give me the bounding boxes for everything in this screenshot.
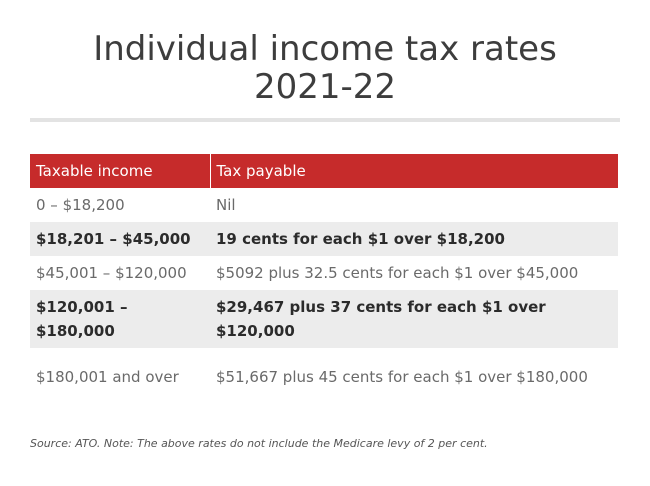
taxable-income-cell: $180,001 and over <box>30 348 210 406</box>
taxable-income-cell: 0 – $18,200 <box>30 188 210 222</box>
taxable-income-cell: $120,001 – $180,000 <box>30 290 210 348</box>
tax-payable-cell: 19 cents for each $1 over $18,200 <box>210 222 618 256</box>
column-header-taxable-income: Taxable income <box>30 154 211 188</box>
title-divider <box>30 118 620 122</box>
taxable-income-cell: $18,201 – $45,000 <box>30 222 210 256</box>
tax-rates-table: Taxable income Tax payable 0 – $18,200 N… <box>30 154 618 406</box>
title-line-2: 2021-22 <box>253 67 397 107</box>
tax-payable-cell: $29,467 plus 37 cents for each $1 over $… <box>210 290 618 348</box>
taxable-income-cell: $45,001 – $120,000 <box>30 256 210 290</box>
table-row: $120,001 – $180,000 $29,467 plus 37 cent… <box>30 290 618 348</box>
table-row: $18,201 – $45,000 19 cents for each $1 o… <box>30 222 618 256</box>
table-row: $180,001 and over $51,667 plus 45 cents … <box>30 348 618 406</box>
title-line-1: Individual income tax rates <box>93 29 557 69</box>
table-row: $45,001 – $120,000 $5092 plus 32.5 cents… <box>30 256 618 290</box>
source-note: Source: ATO. Note: The above rates do no… <box>30 437 488 450</box>
tax-payable-cell: Nil <box>210 188 618 222</box>
tax-payable-cell: $51,667 plus 45 cents for each $1 over $… <box>210 348 618 406</box>
table-header-row: Taxable income Tax payable <box>30 154 618 188</box>
page-title: Individual income tax rates 2021-22 <box>30 30 620 106</box>
column-header-tax-payable: Tax payable <box>210 154 618 188</box>
tax-payable-cell: $5092 plus 32.5 cents for each $1 over $… <box>210 256 618 290</box>
table-row: 0 – $18,200 Nil <box>30 188 618 222</box>
